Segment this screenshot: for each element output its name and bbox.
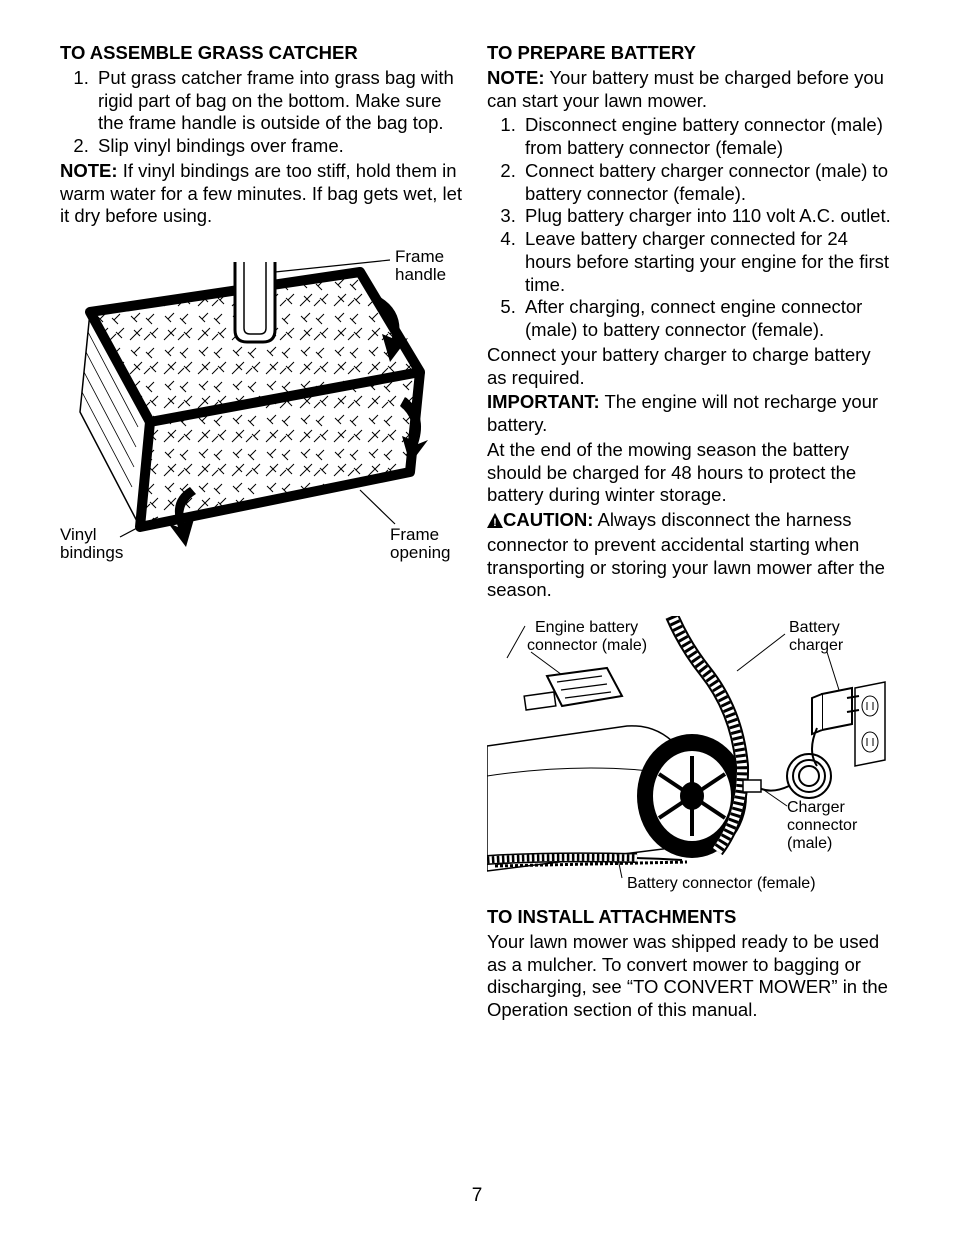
note-body: If vinyl bindings are too stiff, hold th… [60, 160, 462, 227]
label-chg-conn-2: connector [787, 817, 858, 834]
label-vinyl-1: Vinyl [60, 525, 97, 544]
battery-step-1: Disconnect engine battery connector (mal… [521, 114, 894, 160]
important-label: IMPORTANT: [487, 391, 600, 412]
label-chg-conn-1: Charger [787, 799, 845, 816]
assemble-note: NOTE: If vinyl bindings are too stiff, h… [60, 160, 467, 228]
label-frame-handle-1: Frame [395, 247, 444, 266]
frame-handle [235, 262, 275, 342]
manual-page: TO ASSEMBLE GRASS CATCHER Put grass catc… [0, 0, 954, 1235]
label-engine-1: Engine battery [535, 619, 638, 636]
label-frame-opening-1: Frame [390, 525, 439, 544]
caution-icon: ! [487, 511, 503, 534]
leader-frame-handle [275, 260, 390, 272]
wall-outlet [855, 682, 885, 766]
charger-cord [759, 728, 831, 798]
assemble-grass-catcher-heading: TO ASSEMBLE GRASS CATCHER [60, 42, 467, 65]
page-number: 7 [0, 1185, 954, 1207]
assemble-steps-list: Put grass catcher frame into grass bag w… [60, 67, 467, 158]
grass-catcher-svg: Frame handle Vinyl bindings Frame openin… [60, 242, 460, 562]
right-column: TO PREPARE BATTERY NOTE: Your battery mu… [487, 42, 894, 1024]
label-batt-conn: Battery connector (female) [627, 875, 816, 892]
caution-label: CAUTION: [503, 509, 593, 530]
battery-charger-svg: Engine battery connector (male) Battery … [487, 616, 887, 896]
battery-step-4: Leave battery charger connected for 24 h… [521, 228, 894, 296]
season-storage: At the end of the mowing season the batt… [487, 439, 894, 507]
label-charger-2: charger [789, 637, 844, 654]
charge-as-required: Connect your battery charger to charge b… [487, 344, 894, 390]
note-body: Your battery must be charged before you … [487, 67, 884, 111]
assemble-step-2: Slip vinyl bindings over frame. [94, 135, 467, 158]
battery-step-2: Connect battery charger connector (male)… [521, 160, 894, 206]
install-attachments-body: Your lawn mower was shipped ready to be … [487, 931, 894, 1022]
label-chg-conn-3: (male) [787, 835, 832, 852]
note-label: NOTE: [487, 67, 545, 88]
prepare-battery-heading: TO PREPARE BATTERY [487, 42, 894, 65]
note-label: NOTE: [60, 160, 118, 181]
label-vinyl-2: bindings [60, 543, 123, 562]
two-column-layout: TO ASSEMBLE GRASS CATCHER Put grass catc… [60, 42, 894, 1024]
battery-note: NOTE: Your battery must be charged befor… [487, 67, 894, 113]
caution-note: ! CAUTION: Always disconnect the harness… [487, 509, 894, 602]
battery-step-3: Plug battery charger into 110 volt A.C. … [521, 205, 894, 228]
battery-steps-list: Disconnect engine battery connector (mal… [487, 114, 894, 342]
label-frame-opening-2: opening [390, 543, 451, 562]
engine-connector [524, 668, 622, 710]
install-attachments-heading: TO INSTALL ATTACHMENTS [487, 906, 894, 929]
battery-step-5: After charging, connect engine con­necto… [521, 296, 894, 342]
svg-text:!: ! [493, 517, 497, 528]
important-note: IMPORTANT: The engine will not re­charge… [487, 391, 894, 437]
left-column: TO ASSEMBLE GRASS CATCHER Put grass catc… [60, 42, 467, 1024]
charger-connector-male [743, 780, 761, 792]
label-engine-2: connector (male) [527, 637, 647, 654]
battery-charger-figure: Engine battery connector (male) Battery … [487, 616, 894, 896]
leader-frame-opening [360, 490, 395, 524]
grass-catcher-figure: Frame handle Vinyl bindings Frame openin… [60, 242, 467, 562]
charger-brick [812, 688, 859, 734]
assemble-step-1: Put grass catcher frame into grass bag w… [94, 67, 467, 135]
label-charger-1: Battery [789, 619, 840, 636]
label-frame-handle-2: handle [395, 265, 446, 284]
